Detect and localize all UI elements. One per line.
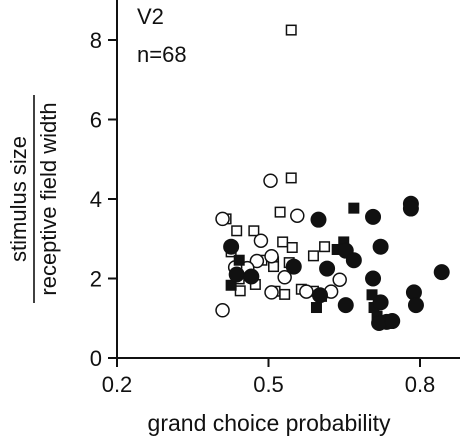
filled-circle-point xyxy=(345,252,362,269)
filled-circle-point xyxy=(407,297,424,314)
x-tick-label: 0.8 xyxy=(405,372,436,397)
filled-square-point xyxy=(366,289,378,301)
open-square-point xyxy=(231,225,243,237)
x-tick-label: 0.2 xyxy=(102,372,133,397)
panel-label: V2 xyxy=(137,4,164,29)
filled-circle-point xyxy=(365,208,382,225)
filled-circle-point xyxy=(285,258,302,275)
tick-labels: 0.2 0.5 0.8 0 2 4 6 8 xyxy=(90,28,436,397)
y-axis-label: stimulus size receptive field width xyxy=(6,95,61,303)
x-axis-label: grand choice probability xyxy=(148,410,391,436)
open-circle-point xyxy=(277,270,292,285)
y-tick-label: 4 xyxy=(90,187,102,212)
x-tick-label: 0.5 xyxy=(253,372,284,397)
open-square-point xyxy=(248,225,260,237)
y-tick-label: 2 xyxy=(90,267,102,292)
filled-circle-point xyxy=(337,297,354,314)
data-points xyxy=(215,24,450,332)
open-circle-point xyxy=(299,284,314,299)
open-circle-point xyxy=(264,248,279,264)
y-tick-label: 6 xyxy=(90,108,102,133)
filled-square-point xyxy=(233,254,245,266)
filled-square-point xyxy=(348,202,360,214)
open-circle-point xyxy=(253,233,269,248)
y-axis-label-denominator: receptive field width xyxy=(36,102,61,295)
filled-circle-point xyxy=(228,266,245,283)
filled-circle-point xyxy=(384,313,401,330)
open-square-point xyxy=(279,288,291,300)
filled-circle-point xyxy=(243,268,260,285)
filled-circle-point xyxy=(223,238,240,255)
y-axis-label-numerator: stimulus size xyxy=(6,136,31,262)
filled-circle-point xyxy=(433,264,450,281)
open-circle-point xyxy=(290,208,305,223)
open-circle-point xyxy=(215,211,230,227)
open-square-point xyxy=(286,241,298,253)
open-circle-point xyxy=(249,253,265,269)
open-square-point xyxy=(307,250,319,262)
filled-circle-point xyxy=(402,200,419,217)
open-circle-point xyxy=(332,272,347,287)
filled-circle-point xyxy=(371,315,388,332)
sample-size-annotation: n=68 xyxy=(137,42,187,67)
filled-circle-point xyxy=(372,238,389,255)
filled-circle-point xyxy=(372,294,389,311)
open-square-point xyxy=(285,24,297,36)
filled-circle-point xyxy=(312,287,329,304)
open-circle-point xyxy=(215,303,230,318)
axes xyxy=(116,0,460,359)
filled-circle-point xyxy=(319,260,336,277)
y-tick-label: 8 xyxy=(90,28,102,53)
y-tick-label: 0 xyxy=(90,346,102,371)
tick-marks xyxy=(108,39,421,367)
open-square-point xyxy=(285,172,297,184)
open-circle-point xyxy=(263,173,278,188)
filled-circle-point xyxy=(310,211,327,228)
filled-square-point xyxy=(310,302,322,314)
open-square-point xyxy=(277,236,289,248)
open-square-point xyxy=(319,241,331,253)
open-circle-point xyxy=(264,285,279,300)
open-square-point xyxy=(274,206,286,218)
filled-circle-point xyxy=(365,270,382,287)
open-square-point xyxy=(234,285,246,297)
